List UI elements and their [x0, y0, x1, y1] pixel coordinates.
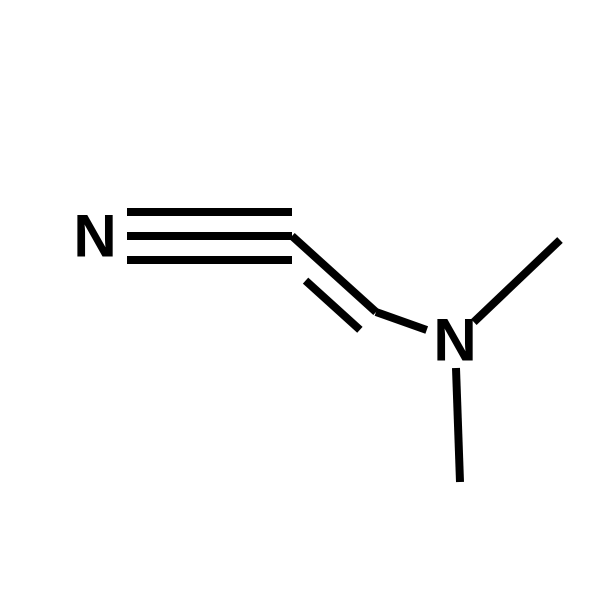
bond-line: [376, 312, 427, 330]
chemical-structure-diagram: NN: [0, 0, 600, 600]
bond-layer: [127, 212, 560, 482]
atom-layer: NN: [73, 203, 476, 374]
atom-label-N2: N: [433, 307, 476, 374]
atom-label-N1: N: [73, 203, 116, 270]
bond-line: [456, 368, 460, 482]
bond-line: [474, 240, 560, 322]
bond-line: [292, 236, 376, 312]
